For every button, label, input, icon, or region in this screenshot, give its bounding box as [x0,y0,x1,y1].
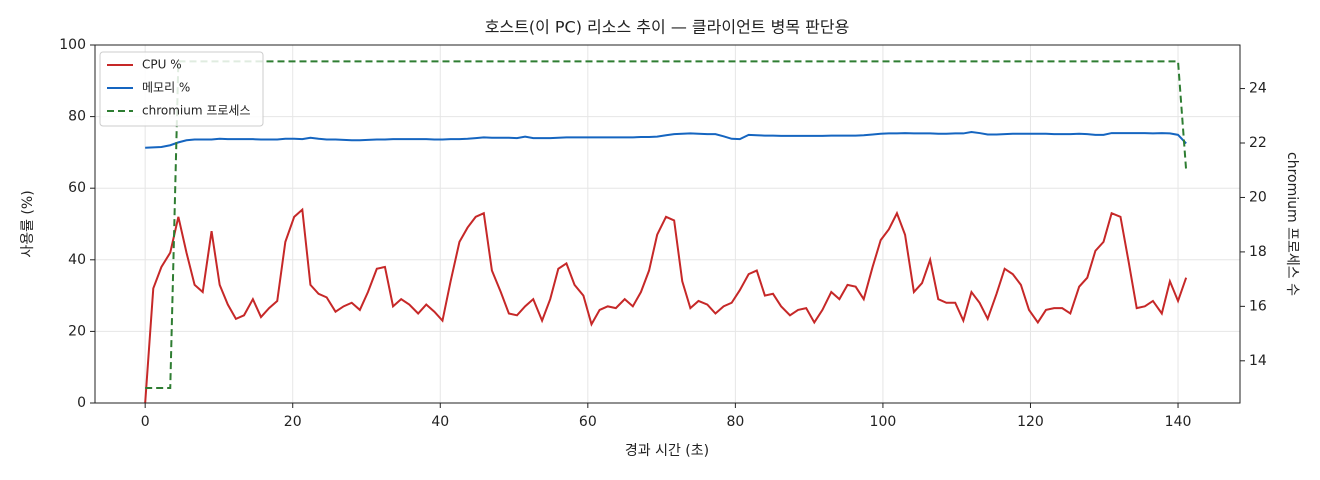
legend-label: CPU % [142,58,182,72]
y-tick-label: 100 [59,37,86,53]
legend-label: 메모리 % [142,81,190,95]
x-tick-label: 20 [284,414,302,430]
series-line [144,207,1188,404]
y2-tick-label: 14 [1249,353,1267,369]
y-tick-label: 40 [68,252,86,268]
x-tick-label: 140 [1165,414,1192,430]
y2-tick-label: 24 [1249,81,1267,97]
x-tick-label: 0 [141,414,150,430]
x-tick-label: 40 [431,414,449,430]
y-tick-label: 0 [77,395,86,411]
x-tick-label: 120 [1017,414,1044,430]
y-tick-label: 20 [68,323,86,339]
series-line [145,60,1188,390]
x-tick-label: 100 [870,414,897,430]
x-tick-label: 60 [579,414,597,430]
y2-axis-label: chromium 프로세스 수 [1284,152,1300,296]
x-axis-label: 경과 시간 (초) [625,443,709,459]
x-tick-label: 80 [726,414,744,430]
legend-label: chromium 프로세스 [142,104,251,118]
plot-frame [94,44,1241,404]
legend-box [99,51,264,127]
y-tick-label: 80 [68,109,86,125]
y2-tick-label: 16 [1249,298,1267,314]
chart-title: 호스트(이 PC) 리소스 추이 — 클라이언트 병목 판단용 [485,18,850,37]
y-axis-label: 사용률 (%) [20,190,36,257]
y2-tick-label: 22 [1249,135,1267,151]
y-tick-label: 60 [68,180,86,196]
series-line [145,130,1187,149]
y2-tick-label: 20 [1249,189,1267,205]
y2-tick-label: 18 [1249,244,1267,260]
